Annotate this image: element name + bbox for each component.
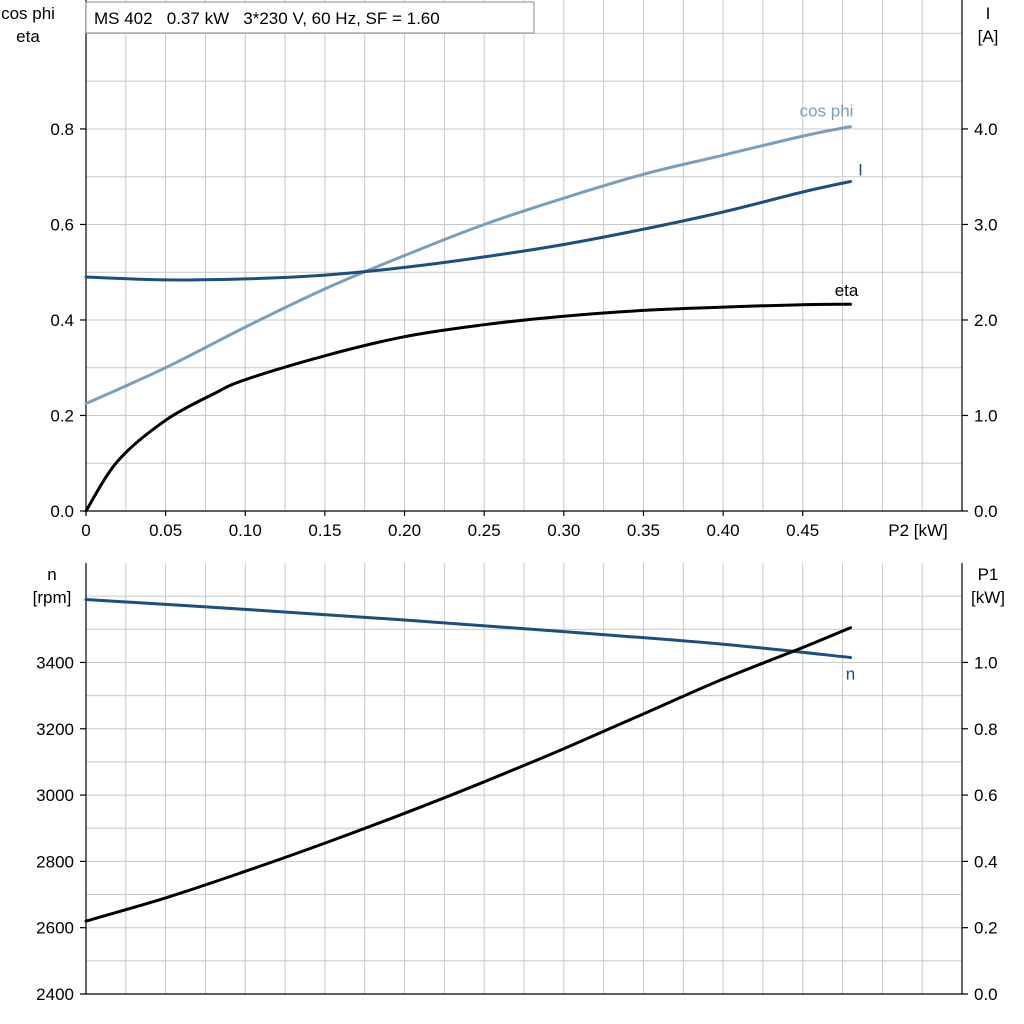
left-y-tick-label: 0.8 [50, 120, 74, 139]
grid-lines [86, 563, 962, 994]
series-line-eta [84, 302, 852, 513]
chart-title: MS 402 0.37 kW 3*230 V, 60 Hz, SF = 1.60 [94, 9, 440, 28]
series-line-n [84, 598, 852, 659]
x-tick-label: 0.20 [388, 521, 421, 540]
left-y-tick-label: 2600 [36, 919, 74, 938]
x-tick-label: 0.40 [707, 521, 740, 540]
series-label-n: n [846, 664, 855, 683]
left-y-tick-label: 2800 [36, 852, 74, 871]
x-tick-label: 0.45 [786, 521, 819, 540]
left-y-tick-label: 0.2 [50, 406, 74, 425]
x-axis-title: P2 [kW] [888, 521, 948, 540]
left-y-tick-label: 0.4 [50, 311, 74, 330]
x-tick-label: 0.35 [627, 521, 660, 540]
title-box [85, 1, 535, 34]
right-y-tick-label: 3.0 [974, 215, 998, 234]
right-y-tick-label: 0.4 [974, 852, 998, 871]
panel-speed-power: 2400 2600 2800 3000 3200 3400 0.0 0.2 0.4 0.6 0.8 1… [33, 563, 1005, 1004]
right-axis-title: [kW] [971, 588, 1005, 607]
right-axis-title: P1 [978, 565, 999, 584]
left-axis-title: eta [16, 27, 40, 46]
left-y-tick-label: 2400 [36, 985, 74, 1004]
panel-efficiency-current: 0.0 0.2 0.4 0.6 0.8 0.0 1.0 2.0 3.0 4.0 cos phi eta… [1, 0, 998, 540]
right-y-tick-label: 0.6 [974, 786, 998, 805]
x-tick-label: 0.10 [229, 521, 262, 540]
left-y-tick-label: 3000 [36, 786, 74, 805]
right-y-tick-label: 0.2 [974, 919, 998, 938]
right-y-tick-label: 1.0 [974, 653, 998, 672]
left-axis-title: n [47, 565, 56, 584]
left-y-tick-label: 3400 [36, 653, 74, 672]
series-line-cos-phi [84, 125, 852, 405]
left-axis-title: cos phi [1, 4, 55, 23]
left-y-tick-label: 0.0 [50, 502, 74, 521]
x-tick-label: 0.05 [149, 521, 182, 540]
x-tick-label: 0 [81, 521, 90, 540]
right-y-tick-label: 0.0 [974, 985, 998, 1004]
right-axis-title: I [986, 4, 991, 23]
series-label-cos-phi: cos phi [800, 102, 854, 121]
grid-lines [86, 0, 962, 511]
right-y-tick-label: 0.0 [974, 502, 998, 521]
right-y-tick-label: 4.0 [974, 120, 998, 139]
x-tick-label: 0.25 [468, 521, 501, 540]
right-y-tick-label: 1.0 [974, 406, 998, 425]
x-tick-label: 0.15 [308, 521, 341, 540]
left-axis-title: [rpm] [33, 588, 72, 607]
right-y-tick-label: 0.8 [974, 720, 998, 739]
x-tick-label: 0.30 [547, 521, 580, 540]
series-line-p1 [84, 626, 852, 923]
right-axis-title: [A] [978, 27, 999, 46]
series-label-i: I [858, 160, 863, 179]
series-label-eta: eta [835, 281, 859, 300]
left-y-tick-label: 0.6 [50, 215, 74, 234]
series-line-i [84, 180, 852, 282]
left-y-tick-label: 3200 [36, 720, 74, 739]
right-y-tick-label: 2.0 [974, 311, 998, 330]
